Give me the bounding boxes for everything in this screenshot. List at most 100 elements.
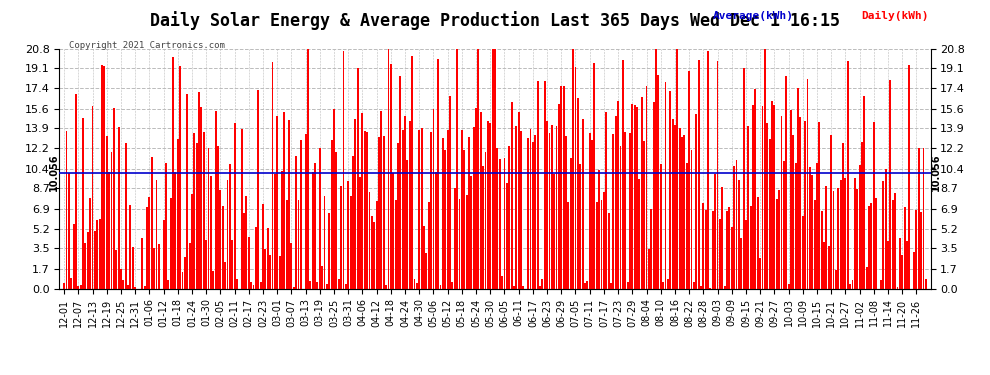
Bar xyxy=(761,106,763,289)
Bar xyxy=(705,210,707,289)
Bar xyxy=(108,172,110,289)
Bar xyxy=(501,276,503,289)
Bar xyxy=(916,210,918,289)
Bar xyxy=(800,117,801,289)
Bar xyxy=(300,140,302,289)
Bar xyxy=(264,249,266,289)
Bar xyxy=(442,138,444,289)
Bar xyxy=(819,122,821,289)
Bar xyxy=(814,200,816,289)
Bar xyxy=(553,174,555,289)
Bar xyxy=(688,71,690,289)
Bar xyxy=(603,192,605,289)
Bar xyxy=(307,49,309,289)
Bar xyxy=(637,107,638,289)
Bar xyxy=(451,282,453,289)
Bar xyxy=(191,194,193,289)
Bar xyxy=(364,131,365,289)
Bar xyxy=(700,286,702,289)
Bar xyxy=(411,57,413,289)
Bar xyxy=(438,59,440,289)
Bar xyxy=(92,106,93,289)
Bar xyxy=(373,222,375,289)
Bar xyxy=(565,136,567,289)
Bar xyxy=(352,156,353,289)
Bar xyxy=(153,249,155,289)
Bar xyxy=(729,207,731,289)
Bar xyxy=(783,161,785,289)
Bar xyxy=(833,191,835,289)
Bar xyxy=(271,62,273,289)
Bar xyxy=(567,202,569,289)
Bar xyxy=(380,111,382,289)
Text: Average(kWh): Average(kWh) xyxy=(713,11,794,21)
Bar xyxy=(468,137,470,289)
Bar xyxy=(625,132,626,289)
Bar xyxy=(523,286,525,289)
Bar xyxy=(428,202,430,289)
Bar xyxy=(790,111,792,289)
Bar xyxy=(641,96,643,289)
Bar xyxy=(172,57,174,289)
Bar xyxy=(208,148,210,289)
Bar xyxy=(96,219,98,289)
Bar xyxy=(298,200,299,289)
Bar xyxy=(795,163,797,289)
Bar xyxy=(840,180,842,289)
Bar xyxy=(383,136,385,289)
Bar xyxy=(165,164,167,289)
Bar xyxy=(530,129,532,289)
Bar xyxy=(458,199,460,289)
Bar xyxy=(125,143,127,289)
Bar xyxy=(707,51,709,289)
Bar xyxy=(324,196,326,289)
Bar xyxy=(162,220,164,289)
Bar xyxy=(596,202,598,289)
Bar xyxy=(858,165,860,289)
Bar xyxy=(923,148,925,289)
Bar xyxy=(724,286,726,289)
Bar xyxy=(681,137,683,289)
Bar xyxy=(269,255,271,289)
Bar xyxy=(506,183,508,289)
Bar xyxy=(645,86,647,289)
Bar xyxy=(712,211,714,289)
Bar xyxy=(870,202,872,289)
Bar xyxy=(537,81,539,289)
Bar xyxy=(892,201,894,289)
Bar xyxy=(613,134,615,289)
Bar xyxy=(920,211,922,289)
Bar xyxy=(179,66,181,289)
Bar xyxy=(897,287,898,289)
Bar xyxy=(838,188,840,289)
Bar xyxy=(150,157,152,289)
Bar xyxy=(759,258,761,289)
Bar xyxy=(75,94,77,289)
Bar xyxy=(620,146,622,289)
Bar xyxy=(494,49,496,289)
Bar xyxy=(695,114,697,289)
Text: Daily Solar Energy & Average Production Last 365 Days Wed Dec 1 16:15: Daily Solar Energy & Average Production … xyxy=(150,11,840,30)
Bar xyxy=(667,279,669,289)
Bar xyxy=(246,196,248,289)
Bar xyxy=(181,272,183,289)
Bar xyxy=(634,105,636,289)
Bar xyxy=(419,130,420,289)
Bar xyxy=(290,243,292,289)
Bar xyxy=(865,267,867,289)
Bar xyxy=(375,201,377,289)
Bar xyxy=(674,125,676,289)
Bar xyxy=(650,209,652,289)
Bar xyxy=(421,128,423,289)
Bar xyxy=(103,66,105,289)
Bar xyxy=(227,180,229,289)
Bar xyxy=(317,282,319,289)
Bar xyxy=(321,266,323,289)
Bar xyxy=(463,150,465,289)
Bar xyxy=(528,138,529,289)
Bar xyxy=(918,147,920,289)
Bar xyxy=(632,104,634,289)
Bar xyxy=(683,135,685,289)
Bar xyxy=(802,216,804,289)
Bar xyxy=(82,118,84,289)
